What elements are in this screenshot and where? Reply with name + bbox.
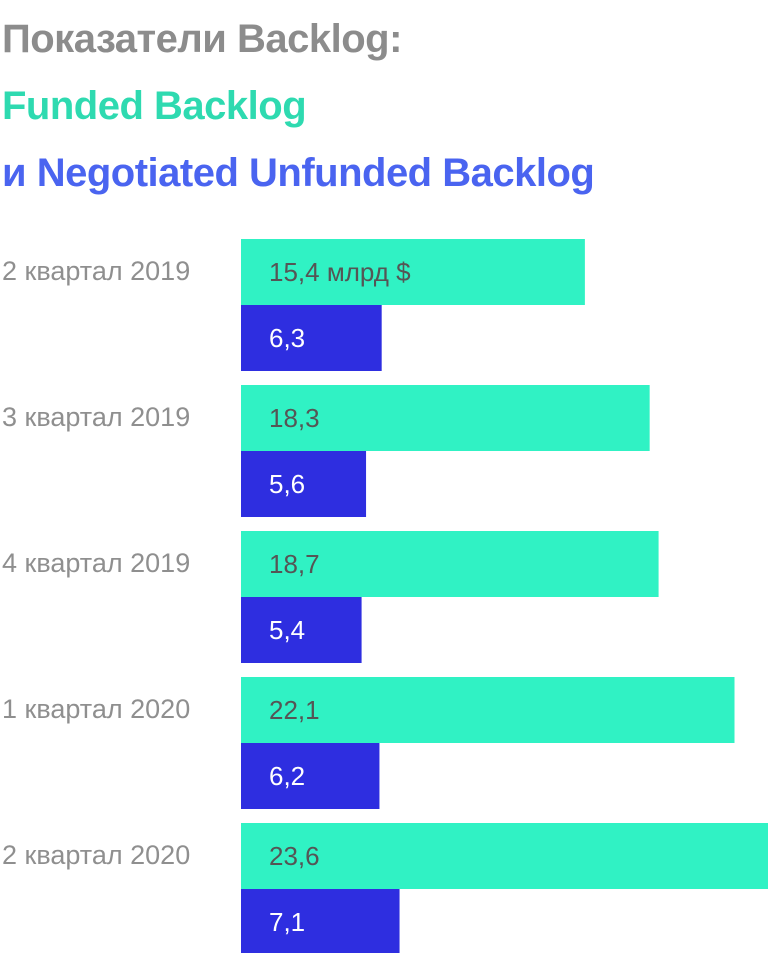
bar-funded [241, 239, 585, 305]
category-label: 2 квартал 2019 [2, 256, 190, 286]
bar-unfunded [241, 889, 400, 953]
category-label: 3 квартал 2019 [2, 402, 190, 432]
bar-unfunded [241, 305, 382, 371]
bar-unfunded [241, 743, 380, 809]
value-label-funded: 22,1 [269, 695, 320, 725]
value-label-unfunded: 5,4 [269, 615, 305, 645]
bar-funded [241, 531, 659, 597]
value-label-unfunded: 6,3 [269, 323, 305, 353]
category-label: 2 квартал 2020 [2, 840, 190, 870]
bar-unfunded [241, 451, 367, 517]
value-label-unfunded: 7,1 [269, 907, 305, 937]
value-label-funded: 18,3 [269, 403, 320, 433]
category-label: 4 квартал 2019 [2, 548, 190, 578]
bar-funded [241, 385, 650, 451]
value-label-funded: 23,6 [269, 841, 320, 871]
title-line-funded: Funded Backlog [2, 84, 307, 128]
category-label: 1 квартал 2020 [2, 694, 190, 724]
title-line-unfunded: и Negotiated Unfunded Backlog [2, 151, 595, 195]
bar-funded [241, 677, 735, 743]
value-label-funded: 18,7 [269, 549, 320, 579]
value-label-funded: 15,4 млрд $ [269, 257, 411, 287]
title-line-1: Показатели Backlog: [2, 17, 402, 61]
value-label-unfunded: 6,2 [269, 761, 305, 791]
value-label-unfunded: 5,6 [269, 469, 305, 499]
bar-unfunded [241, 597, 362, 663]
bar-funded [241, 823, 768, 889]
chart-title: Показатели Backlog: Funded Backlog и Neg… [2, 6, 595, 207]
